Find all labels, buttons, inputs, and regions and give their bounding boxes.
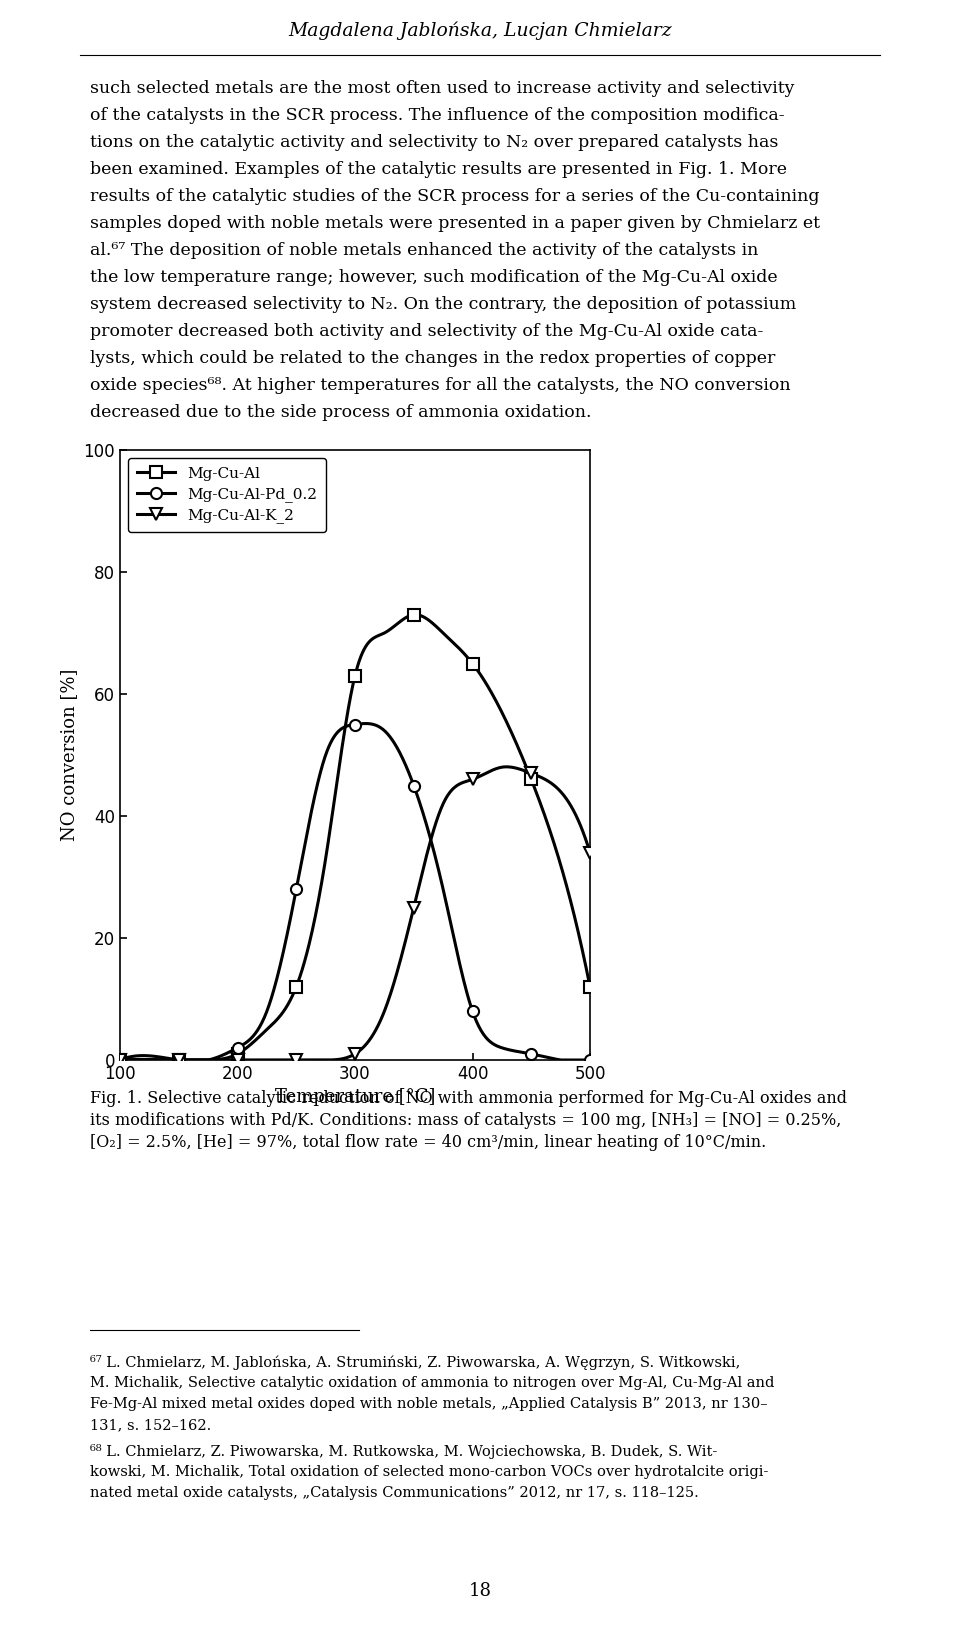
Y-axis label: NO conversion [%]: NO conversion [%] <box>60 670 78 841</box>
Text: Fe-Mg-Al mixed metal oxides doped with noble metals, „Applied Catalysis B” 2013,: Fe-Mg-Al mixed metal oxides doped with n… <box>90 1398 768 1411</box>
Text: such selected metals are the most often used to increase activity and selectivit: such selected metals are the most often … <box>90 80 795 98</box>
Text: oxide species⁶⁸. At higher temperatures for all the catalysts, the NO conversion: oxide species⁶⁸. At higher temperatures … <box>90 376 791 394</box>
Text: results of the catalytic studies of the SCR process for a series of the Cu-conta: results of the catalytic studies of the … <box>90 187 820 205</box>
Text: nated metal oxide catalysts, „Catalysis Communications” 2012, nr 17, s. 118–125.: nated metal oxide catalysts, „Catalysis … <box>90 1486 699 1500</box>
Text: 18: 18 <box>468 1582 492 1600</box>
X-axis label: Temperature [°C]: Temperature [°C] <box>275 1088 435 1106</box>
Text: M. Michalik, Selective catalytic oxidation of ammonia to nitrogen over Mg-Al, Cu: M. Michalik, Selective catalytic oxidati… <box>90 1377 775 1390</box>
Text: been examined. Examples of the catalytic results are presented in Fig. 1. More: been examined. Examples of the catalytic… <box>90 161 787 178</box>
Text: 131, s. 152–162.: 131, s. 152–162. <box>90 1417 211 1432</box>
Text: samples doped with noble metals were presented in a paper given by Chmielarz et: samples doped with noble metals were pre… <box>90 215 820 231</box>
Text: the low temperature range; however, such modification of the Mg-Cu-Al oxide: the low temperature range; however, such… <box>90 269 778 287</box>
Text: ⁶⁷ L. Chmielarz, M. Jablońska, A. Strumiński, Z. Piwowarska, A. Węgrzyn, S. Witk: ⁶⁷ L. Chmielarz, M. Jablońska, A. Strumi… <box>90 1355 740 1370</box>
Text: ⁶⁸ L. Chmielarz, Z. Piwowarska, M. Rutkowska, M. Wojciechowska, B. Dudek, S. Wit: ⁶⁸ L. Chmielarz, Z. Piwowarska, M. Rutko… <box>90 1443 717 1460</box>
Text: of the catalysts in the SCR process. The influence of the composition modifica-: of the catalysts in the SCR process. The… <box>90 108 784 124</box>
Text: Fig. 1. Selective catalytic reduction of NO with ammonia performed for Mg-Cu-Al : Fig. 1. Selective catalytic reduction of… <box>90 1090 847 1108</box>
Text: system decreased selectivity to N₂. On the contrary, the deposition of potassium: system decreased selectivity to N₂. On t… <box>90 296 796 313</box>
Text: tions on the catalytic activity and selectivity to N₂ over prepared catalysts ha: tions on the catalytic activity and sele… <box>90 134 779 151</box>
Text: Magdalena Jablońska, Lucjan Chmielarz: Magdalena Jablońska, Lucjan Chmielarz <box>288 23 672 41</box>
Text: [O₂] = 2.5%, [He] = 97%, total flow rate = 40 cm³/min, linear heating of 10°C/mi: [O₂] = 2.5%, [He] = 97%, total flow rate… <box>90 1134 766 1152</box>
Text: its modifications with Pd/K. Conditions: mass of catalysts = 100 mg, [NH₃] = [NO: its modifications with Pd/K. Conditions:… <box>90 1113 841 1129</box>
Legend: Mg-Cu-Al, Mg-Cu-Al-Pd_0.2, Mg-Cu-Al-K_2: Mg-Cu-Al, Mg-Cu-Al-Pd_0.2, Mg-Cu-Al-K_2 <box>128 458 326 533</box>
Text: promoter decreased both activity and selectivity of the Mg-Cu-Al oxide cata-: promoter decreased both activity and sel… <box>90 323 763 340</box>
Text: decreased due to the side process of ammonia oxidation.: decreased due to the side process of amm… <box>90 404 591 420</box>
Text: lysts, which could be related to the changes in the redox properties of copper: lysts, which could be related to the cha… <box>90 350 776 367</box>
Text: kowski, M. Michalik, Total oxidation of selected mono-carbon VOCs over hydrotalc: kowski, M. Michalik, Total oxidation of … <box>90 1464 768 1479</box>
Text: al.⁶⁷ The deposition of noble metals enhanced the activity of the catalysts in: al.⁶⁷ The deposition of noble metals enh… <box>90 243 758 259</box>
